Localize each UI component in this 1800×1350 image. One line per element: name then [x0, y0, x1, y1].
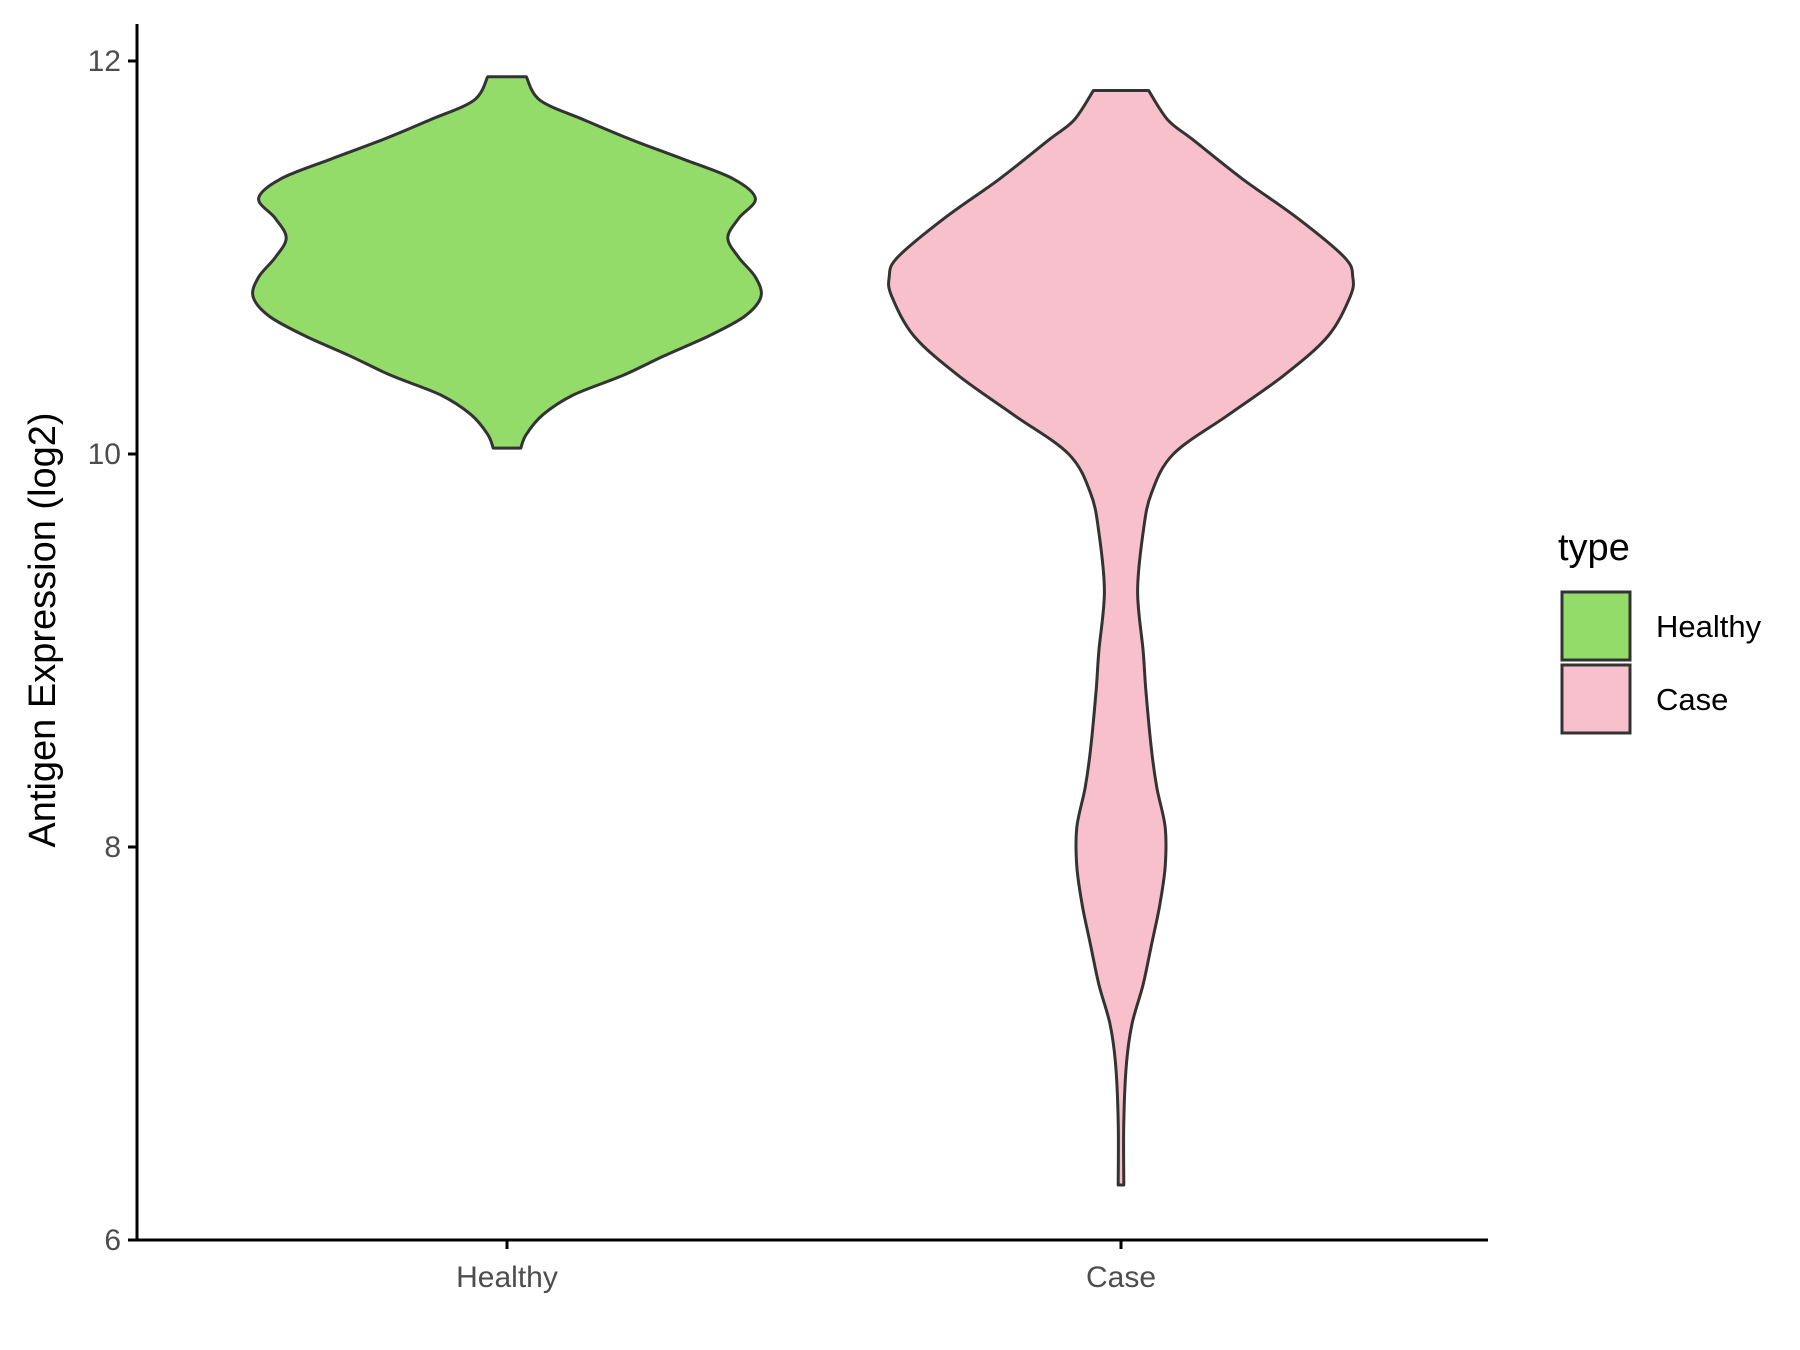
y-axis-ticks: 6 8 10 12 [88, 45, 137, 1257]
axes: 6 8 10 12 Healthy Case [88, 24, 1488, 1294]
violin-case [887, 89, 1355, 1187]
legend-label-healthy: Healthy [1656, 609, 1762, 644]
violin-layer [251, 75, 1355, 1187]
y-tick-label: 6 [104, 1224, 121, 1257]
y-axis-title: Antigen Expression (log2) [22, 412, 64, 847]
y-tick-label: 8 [104, 831, 121, 864]
x-axis-ticks: Healthy Case [456, 1240, 1156, 1294]
x-tick-label: Case [1086, 1261, 1156, 1294]
legend-items: Healthy Case [1560, 590, 1762, 735]
y-tick-label: 10 [88, 438, 121, 471]
legend: type Healthy Case [1558, 527, 1762, 735]
violin-healthy [251, 75, 763, 450]
legend-label-case: Case [1656, 682, 1728, 717]
legend-swatch-case [1560, 663, 1632, 735]
legend-swatch-healthy [1560, 590, 1632, 662]
legend-title: type [1558, 527, 1630, 569]
y-tick-label: 12 [88, 45, 121, 78]
x-tick-label: Healthy [456, 1261, 558, 1294]
